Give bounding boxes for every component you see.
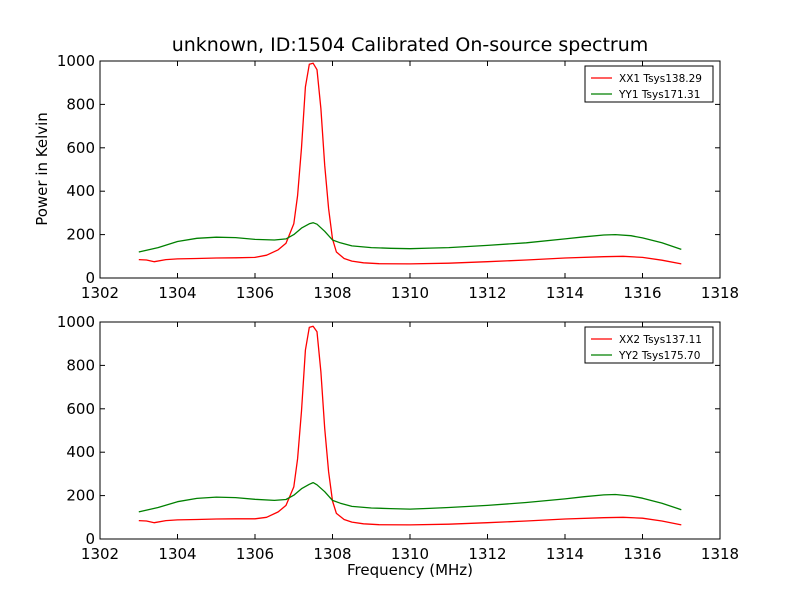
x-tick-label: 1314 <box>546 284 584 302</box>
y-tick-label: 400 <box>66 443 95 461</box>
x-tick-label: 1304 <box>158 284 196 302</box>
x-tick-label: 1316 <box>623 545 661 563</box>
y-tick-label: 1000 <box>57 313 95 331</box>
y-tick-label: 0 <box>85 530 95 548</box>
legend-entry: YY1 Tsys171.31 <box>618 89 700 101</box>
legend-entry: XX1 Tsys138.29 <box>619 73 702 85</box>
x-tick-label: 1304 <box>158 545 196 563</box>
y-tick-label: 1000 <box>57 52 95 70</box>
legend: XX1 Tsys138.29 YY1 Tsys171.31 <box>584 65 714 103</box>
x-tick-label: 1306 <box>236 545 274 563</box>
x-tick-label: 1306 <box>236 284 274 302</box>
y-tick-label: 600 <box>66 400 95 418</box>
y-tick-label: 800 <box>66 356 95 374</box>
series-line-2 <box>138 222 682 253</box>
y-tick-label: 200 <box>66 487 95 505</box>
x-tick-label: 1310 <box>391 545 429 563</box>
y-tick-label: 400 <box>66 182 95 200</box>
x-tick-label: 1308 <box>313 284 351 302</box>
panel-2: 1302 1304 1306 1308 1310 1312 1314 1316 1318 0 200… <box>57 313 739 563</box>
legend: XX2 Tsys137.11 YY2 Tsys175.70 <box>584 326 714 364</box>
legend-box <box>584 326 714 364</box>
x-tick-label: 1302 <box>81 545 119 563</box>
series-line-2 <box>138 481 682 513</box>
legend-box <box>584 65 714 103</box>
chart-title: unknown, ID:1504 Calibrated On-source sp… <box>171 34 649 56</box>
x-tick-label: 1310 <box>391 284 429 302</box>
series-line-1 <box>138 325 682 526</box>
panel-1: 1302 1304 1306 1308 1310 1312 1314 1316 1318 0 200… <box>57 52 739 302</box>
x-tick-label: 1316 <box>623 284 661 302</box>
legend-entry: YY2 Tsys175.70 <box>618 350 700 362</box>
x-tick-label: 1318 <box>701 284 739 302</box>
y-tick-label: 200 <box>66 226 95 244</box>
y-tick-label: 600 <box>66 139 95 157</box>
x-tick-label: 1318 <box>701 545 739 563</box>
series-line-1 <box>138 62 682 265</box>
x-tick-label: 1312 <box>468 284 506 302</box>
x-tick-label: 1312 <box>468 545 506 563</box>
y-tick-label: 0 <box>85 269 95 287</box>
y-tick-label: 800 <box>66 95 95 113</box>
x-tick-label: 1314 <box>546 545 584 563</box>
x-tick-label: 1308 <box>313 545 351 563</box>
legend-entry: XX2 Tsys137.11 <box>619 334 702 346</box>
x-axis-label: Frequency (MHz) <box>346 561 474 579</box>
x-tick-label: 1302 <box>81 284 119 302</box>
